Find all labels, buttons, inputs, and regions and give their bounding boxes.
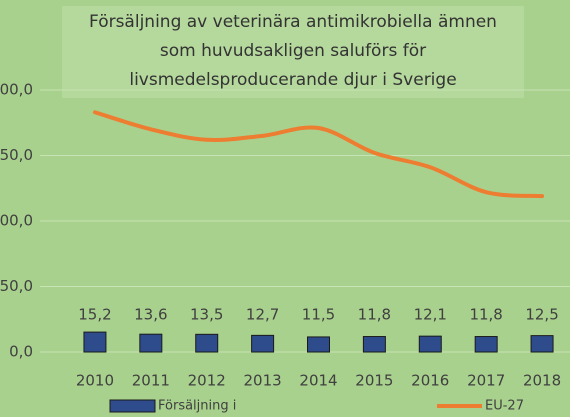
title-box xyxy=(62,6,524,98)
x-tick-label: 2016 xyxy=(411,372,449,390)
bar xyxy=(195,333,219,353)
x-tick-label: 2015 xyxy=(355,372,393,390)
data-label: 11,5 xyxy=(302,306,335,324)
data-label: 11,8 xyxy=(469,306,502,324)
bar xyxy=(474,336,498,353)
x-tick-label: 2017 xyxy=(467,372,505,390)
data-label: 13,6 xyxy=(134,306,167,324)
legend-label: EU-27 xyxy=(485,399,524,414)
bar xyxy=(307,336,330,353)
chart-title: Försäljning av veterinära antimikrobiell… xyxy=(89,12,497,32)
bar xyxy=(362,336,386,353)
line xyxy=(92,110,545,199)
bar xyxy=(83,331,107,353)
x-tick-label: 2018 xyxy=(523,372,561,390)
y-tick-label: 200,0 xyxy=(0,81,33,99)
x-tick-label: 2013 xyxy=(244,372,282,390)
bar xyxy=(251,334,275,353)
legend-swatch xyxy=(109,399,156,413)
bar xyxy=(530,335,554,353)
x-tick-label: 2014 xyxy=(299,372,337,390)
chart-title: som huvudsakligen saluförs för xyxy=(160,41,426,61)
y-tick-label: 0,0 xyxy=(9,343,33,361)
x-tick-label: 2012 xyxy=(188,372,226,390)
y-tick-label: 150,0 xyxy=(0,146,33,164)
data-label: 12,5 xyxy=(525,306,558,324)
data-label: 13,5 xyxy=(190,306,223,324)
data-label: 15,2 xyxy=(78,306,111,324)
x-tick-label: 2010 xyxy=(76,372,114,390)
data-label: 12,1 xyxy=(414,306,447,324)
data-label: 12,7 xyxy=(246,306,279,324)
y-tick-label: 100,0 xyxy=(0,212,33,230)
y-tick-label: 50,0 xyxy=(0,277,33,295)
legend-label: Försäljning i xyxy=(158,399,236,414)
chart-title: livsmedelsproducerande djur i Sverige xyxy=(129,70,456,90)
bar xyxy=(139,333,163,353)
bar xyxy=(418,335,442,353)
x-tick-label: 2011 xyxy=(132,372,170,390)
data-label: 11,8 xyxy=(358,306,391,324)
